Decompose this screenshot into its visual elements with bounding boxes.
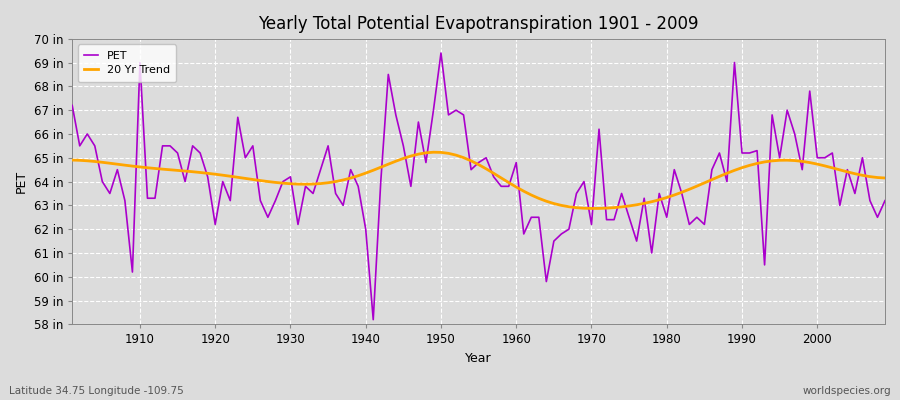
Y-axis label: PET: PET (15, 170, 28, 193)
PET (526, 215, 536, 220)
20 Yr Trend (67, 158, 77, 162)
Legend: PET, 20 Yr Trend: PET, 20 Yr Trend (77, 44, 176, 82)
20 Yr Trend (586, 206, 597, 211)
Line: PET: PET (72, 53, 885, 320)
PET (368, 317, 379, 322)
PET (67, 103, 77, 108)
20 Yr Trend (428, 150, 439, 155)
20 Yr Trend (338, 178, 348, 182)
PET (127, 270, 138, 274)
PET (616, 191, 627, 196)
20 Yr Trend (511, 185, 522, 190)
20 Yr Trend (616, 204, 627, 209)
PET (338, 203, 348, 208)
Title: Yearly Total Potential Evapotranspiration 1901 - 2009: Yearly Total Potential Evapotranspiratio… (258, 15, 699, 33)
20 Yr Trend (292, 182, 303, 186)
PET (518, 232, 529, 236)
PET (292, 222, 303, 227)
20 Yr Trend (127, 164, 138, 168)
20 Yr Trend (518, 189, 529, 194)
Text: Latitude 34.75 Longitude -109.75: Latitude 34.75 Longitude -109.75 (9, 386, 184, 396)
PET (436, 51, 446, 56)
20 Yr Trend (879, 176, 890, 180)
PET (879, 198, 890, 203)
Text: worldspecies.org: worldspecies.org (803, 386, 891, 396)
Line: 20 Yr Trend: 20 Yr Trend (72, 152, 885, 208)
X-axis label: Year: Year (465, 352, 492, 365)
